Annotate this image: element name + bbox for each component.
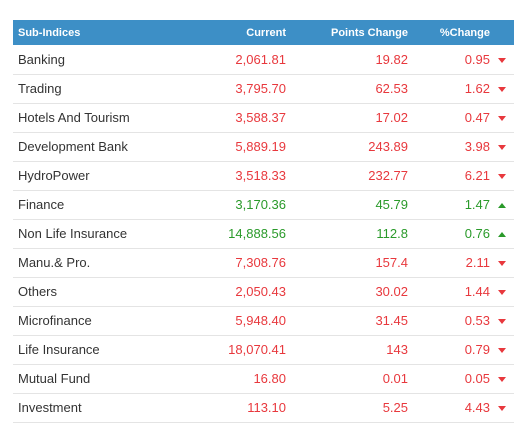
row-current: 2,050.43 bbox=[235, 284, 286, 299]
row-current: 16.80 bbox=[253, 371, 286, 386]
table-header: Sub-Indices Current Points Change %Chang… bbox=[13, 20, 514, 45]
table-body: Banking 2,061.81 19.82 0.95 Trading 3,79… bbox=[13, 45, 514, 422]
row-name: HydroPower bbox=[18, 168, 90, 183]
triangle-down-icon bbox=[498, 174, 506, 180]
table-row[interactable]: Finance 3,170.36 45.79 1.47 bbox=[13, 190, 514, 219]
table-row[interactable]: Microfinance 5,948.40 31.45 0.53 bbox=[13, 306, 514, 335]
row-pct-change: 0.05 bbox=[464, 371, 490, 386]
row-points-change: 112.8 bbox=[376, 226, 408, 241]
table-row[interactable]: Banking 2,061.81 19.82 0.95 bbox=[13, 45, 514, 74]
row-pct-change: 0.76 bbox=[464, 226, 490, 241]
triangle-down-icon bbox=[498, 348, 506, 354]
row-points-change: 243.89 bbox=[368, 139, 408, 154]
row-name: Non Life Insurance bbox=[18, 226, 128, 241]
row-current: 2,061.81 bbox=[235, 51, 286, 67]
row-pct-change: 0.79 bbox=[464, 342, 490, 357]
triangle-down-icon bbox=[498, 116, 506, 122]
row-points-change: 45.79 bbox=[375, 197, 408, 212]
row-name: Others bbox=[18, 284, 58, 299]
row-pct-change: 4.43 bbox=[464, 400, 490, 415]
row-pct-change: 3.98 bbox=[464, 139, 490, 154]
sub-indices-table: Sub-Indices Current Points Change %Chang… bbox=[13, 20, 514, 423]
triangle-down-icon bbox=[498, 290, 506, 296]
triangle-down-icon bbox=[498, 406, 506, 412]
row-points-change: 5.25 bbox=[382, 400, 408, 415]
table-row[interactable]: Investment 113.10 5.25 4.43 bbox=[13, 393, 514, 422]
row-name: Life Insurance bbox=[18, 342, 100, 357]
triangle-up-icon bbox=[498, 203, 506, 209]
row-points-change: 62.53 bbox=[375, 81, 408, 96]
row-points-change: 30.02 bbox=[375, 284, 408, 299]
table-row[interactable]: Others 2,050.43 30.02 1.44 bbox=[13, 277, 514, 306]
row-pct-change: 0.53 bbox=[464, 313, 490, 328]
row-current: 5,889.19 bbox=[235, 139, 286, 154]
row-current: 5,948.40 bbox=[235, 313, 286, 328]
row-points-change: 232.77 bbox=[368, 168, 408, 183]
row-pct-change: 1.44 bbox=[464, 284, 490, 299]
row-points-change: 0.01 bbox=[382, 371, 408, 386]
row-current: 18,070.41 bbox=[228, 342, 286, 357]
row-name: Banking bbox=[18, 51, 65, 67]
header-current[interactable]: Current bbox=[246, 26, 286, 39]
header-arrow-spacer bbox=[490, 20, 514, 45]
row-pct-change: 1.47 bbox=[464, 197, 490, 212]
row-current: 14,888.56 bbox=[228, 226, 286, 241]
row-name: Microfinance bbox=[18, 313, 92, 328]
row-name: Manu.& Pro. bbox=[18, 255, 91, 270]
header-points-change[interactable]: Points Change bbox=[330, 26, 408, 39]
row-pct-change: 0.95 bbox=[464, 51, 490, 67]
row-pct-change: 0.47 bbox=[464, 110, 490, 125]
header-sub-indices[interactable]: Sub-Indices bbox=[18, 26, 81, 39]
row-current: 113.10 bbox=[247, 400, 286, 415]
row-current: 3,170.36 bbox=[235, 197, 286, 212]
row-points-change: 19.82 bbox=[375, 51, 408, 67]
sub-indices-panel: Sub-Indices Current Points Change %Chang… bbox=[13, 20, 514, 423]
triangle-up-icon bbox=[498, 232, 506, 238]
table-row[interactable]: Non Life Insurance 14,888.56 112.8 0.76 bbox=[13, 219, 514, 248]
triangle-down-icon bbox=[498, 87, 506, 93]
row-name: Mutual Fund bbox=[18, 371, 91, 386]
table-row[interactable]: Trading 3,795.70 62.53 1.62 bbox=[13, 74, 514, 103]
triangle-down-icon bbox=[498, 319, 506, 325]
row-current: 3,588.37 bbox=[235, 110, 286, 125]
triangle-down-icon bbox=[498, 57, 506, 63]
row-name: Trading bbox=[18, 81, 62, 96]
row-current: 3,795.70 bbox=[235, 81, 286, 96]
table-row[interactable]: Development Bank 5,889.19 243.89 3.98 bbox=[13, 132, 514, 161]
triangle-down-icon bbox=[498, 377, 506, 383]
row-current: 7,308.76 bbox=[235, 255, 286, 270]
row-pct-change: 2.11 bbox=[465, 255, 490, 270]
header-pct-change[interactable]: %Change bbox=[439, 26, 490, 39]
table-row[interactable]: Life Insurance 18,070.41 143 0.79 bbox=[13, 335, 514, 364]
row-name: Development Bank bbox=[18, 139, 128, 154]
table-row[interactable]: Manu.& Pro. 7,308.76 157.4 2.11 bbox=[13, 248, 514, 277]
triangle-down-icon bbox=[498, 261, 506, 267]
row-points-change: 157.4 bbox=[375, 255, 408, 270]
row-pct-change: 1.62 bbox=[464, 81, 490, 96]
row-name: Investment bbox=[18, 400, 82, 415]
row-points-change: 17.02 bbox=[375, 110, 408, 125]
row-points-change: 143 bbox=[386, 342, 408, 357]
row-name: Hotels And Tourism bbox=[18, 110, 130, 125]
table-row[interactable]: Hotels And Tourism 3,588.37 17.02 0.47 bbox=[13, 103, 514, 132]
row-current: 3,518.33 bbox=[235, 168, 286, 183]
triangle-down-icon bbox=[498, 145, 506, 151]
table-row[interactable]: HydroPower 3,518.33 232.77 6.21 bbox=[13, 161, 514, 190]
row-points-change: 31.45 bbox=[375, 313, 408, 328]
header-row: Sub-Indices Current Points Change %Chang… bbox=[13, 20, 514, 45]
table-row[interactable]: Mutual Fund 16.80 0.01 0.05 bbox=[13, 364, 514, 393]
row-pct-change: 6.21 bbox=[464, 168, 490, 183]
row-name: Finance bbox=[18, 197, 65, 212]
